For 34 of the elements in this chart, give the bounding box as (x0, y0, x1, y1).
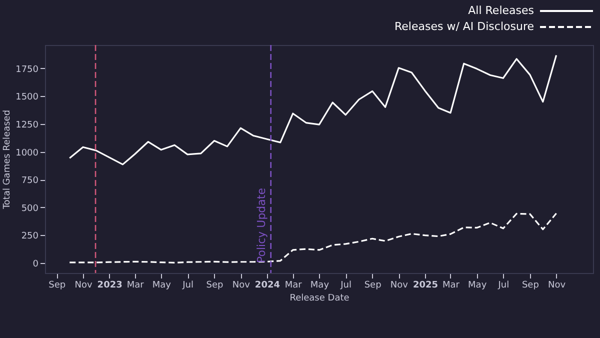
x-tick-label: Nov (390, 280, 409, 290)
x-tick-label: Sep (48, 280, 66, 290)
y-axis-title: Total Games Released (2, 110, 13, 210)
x-tick-label: Mar (284, 280, 302, 290)
x-tick-label: 2023 (97, 280, 122, 290)
x-tick-label: Nov (74, 280, 93, 290)
x-tick-label: Mar (126, 280, 144, 290)
ref-line-label: Policy Update (254, 188, 268, 263)
legend-label: All Releases (468, 4, 534, 17)
x-tick-label: Jul (497, 280, 510, 290)
x-tick-label: May (152, 280, 172, 290)
y-tick-label: 0 (32, 259, 39, 270)
y-tick-label: 1500 (16, 92, 39, 103)
line-series (68, 54, 558, 166)
y-tick-label: 1750 (16, 64, 39, 75)
x-axis-title: Release Date (290, 294, 350, 304)
x-tick-label: 2024 (254, 280, 280, 290)
y-tick-label: 750 (21, 176, 39, 186)
x-tick-label: Nov (548, 280, 566, 290)
x-tick-label: Jul (182, 280, 194, 290)
x-tick-label: Jul (340, 280, 352, 290)
x-tick-label: 2025 (412, 280, 438, 290)
x-tick-label: Sep (364, 280, 382, 290)
x-tick-label: Mar (442, 280, 460, 290)
x-tick-label: Sep (206, 280, 224, 290)
x-tick-label: May (310, 280, 330, 290)
y-tick-label: 1250 (16, 120, 39, 130)
x-tick-label: Sep (522, 280, 540, 290)
y-tick-label: 250 (21, 232, 39, 242)
y-tick-label: 1000 (16, 148, 39, 158)
x-tick-label: May (468, 280, 488, 290)
legend-label: Releases w/ AI Disclosure (394, 20, 534, 33)
x-tick-label: Nov (232, 280, 251, 290)
y-tick-label: 500 (21, 204, 39, 214)
